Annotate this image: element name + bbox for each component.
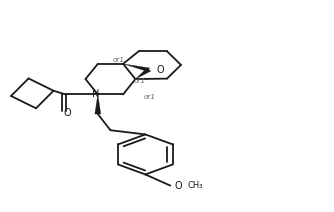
Text: O: O — [63, 108, 71, 118]
Text: or1: or1 — [113, 57, 125, 63]
Text: O: O — [174, 181, 182, 191]
Text: CH₃: CH₃ — [188, 181, 203, 190]
Polygon shape — [123, 64, 150, 72]
Polygon shape — [135, 68, 151, 79]
Text: or1: or1 — [144, 94, 156, 100]
Text: or1: or1 — [134, 78, 146, 84]
Polygon shape — [95, 94, 101, 114]
Text: N: N — [92, 89, 100, 99]
Text: O: O — [156, 65, 164, 75]
